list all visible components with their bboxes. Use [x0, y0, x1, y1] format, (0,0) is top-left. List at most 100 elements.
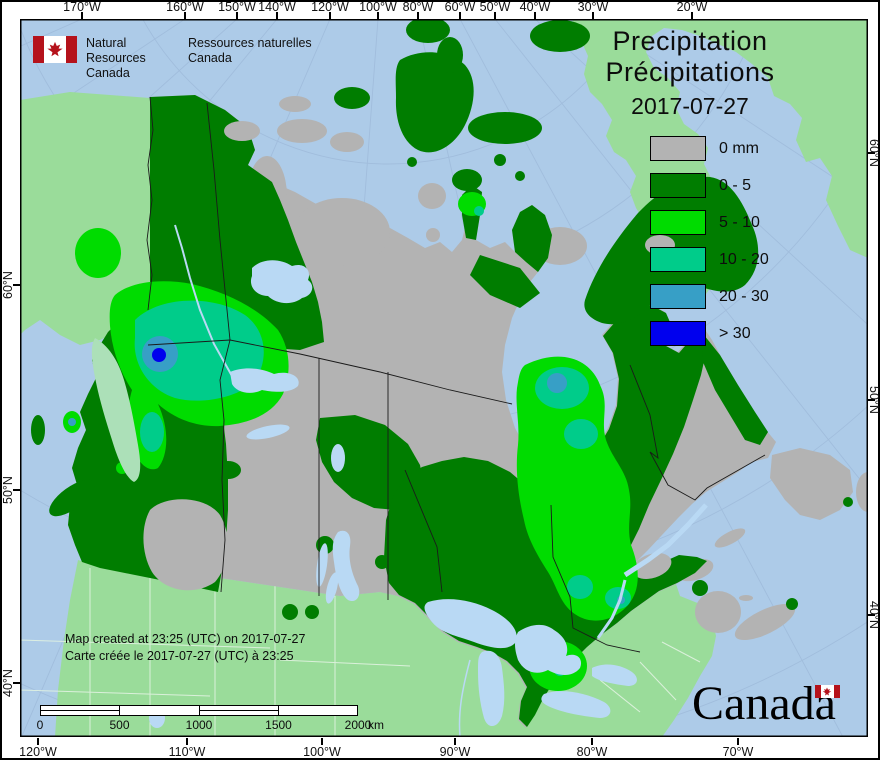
precip-manitoba: [316, 415, 424, 510]
region-alaska: [20, 92, 150, 345]
right-axis-label: 50°N: [867, 386, 880, 414]
canada-flag-icon: [33, 36, 77, 63]
tick-mark: [417, 12, 419, 19]
island-parry-1: [277, 119, 327, 143]
legend-label: 0 mm: [719, 139, 759, 157]
top-axis-label: 150°W: [218, 0, 256, 14]
tick-mark: [737, 738, 739, 745]
region-greenland: [572, 19, 868, 300]
spring-hudson-b: [564, 419, 598, 449]
logo-text-en: Natural Resources Canada: [86, 36, 178, 81]
spring-baffin-dot: [474, 206, 484, 216]
tick-mark: [329, 12, 331, 19]
tick-mark: [236, 12, 238, 19]
right-axis-label: 40°N: [867, 601, 880, 629]
top-axis-label: 80°W: [402, 0, 434, 14]
bottom-axis-label: 100°W: [303, 745, 341, 759]
logo-fr-line1: Ressources naturelles: [188, 36, 312, 50]
lake-reindeer: [331, 444, 345, 472]
island-axel: [437, 37, 463, 73]
title-en: Precipitation: [612, 26, 768, 56]
lake-huron: [515, 624, 582, 675]
island-newfoundland: [770, 448, 853, 520]
wordmark-flag-icon: [814, 685, 840, 698]
island-anticosti: [714, 528, 746, 548]
precip-keewatin: [470, 255, 540, 308]
island-green-3: [530, 20, 590, 52]
creation-note: Map created at 23:25 (UTC) on 2017-07-27…: [65, 631, 305, 665]
region-melville-pen: [512, 205, 552, 272]
wordmark-text: Canada: [692, 677, 836, 730]
scale-segment: [199, 706, 279, 715]
flag-left-bar: [33, 36, 44, 63]
scale-segment: [279, 706, 357, 715]
lake-superior: [424, 599, 517, 649]
precip-30-regions: [152, 348, 166, 362]
tick-mark: [591, 738, 593, 745]
spring-hudson-c: [567, 575, 593, 599]
legend: 0 mm 0 - 5 5 - 10 10 - 20 20 - 30 > 30: [650, 136, 769, 358]
lake-erie: [541, 691, 611, 718]
legend-swatch: [650, 210, 706, 235]
island-somerset: [452, 169, 482, 191]
river-mississippi: [458, 659, 471, 737]
lake-winnipeg: [332, 530, 360, 602]
tick-mark: [37, 738, 39, 745]
lake-ontario: [592, 664, 637, 686]
island-right-edge: [856, 472, 868, 512]
island-prince-of-wales: [418, 183, 446, 209]
scale-tick-label: 0: [36, 718, 44, 732]
top-axis-label: 160°W: [166, 0, 204, 14]
canada-wordmark: Canada: [692, 677, 840, 730]
bottom-axis-label: 90°W: [439, 745, 471, 759]
island-prince-patrick: [279, 96, 311, 112]
tick-mark: [691, 12, 693, 19]
cell-hudson-quebec: [516, 356, 638, 621]
arctic-dot-3: [407, 157, 417, 167]
precip-cape-breton-dot: [786, 598, 798, 610]
gray-bc-inner: [143, 499, 228, 591]
island-devon: [468, 112, 542, 144]
island-vancouver: [49, 479, 95, 517]
top-axis-label: 120°W: [311, 0, 349, 14]
tick-mark: [13, 284, 20, 286]
island-victoria: [294, 198, 390, 266]
lake-manitoba: [325, 572, 339, 604]
scale-segment: [120, 706, 200, 715]
title-date: 2017-07-27: [631, 93, 749, 119]
legend-swatch: [650, 136, 706, 161]
precip-labrador-fringe: [700, 330, 768, 445]
logo-text-fr: Ressources naturelles Canada: [188, 36, 318, 66]
spring-nwt-lobe: [140, 412, 164, 452]
border-on-qc: [550, 504, 641, 653]
border-qc-nl: [629, 364, 766, 501]
teal-bc: [68, 418, 76, 426]
arctic-dot-2: [515, 171, 525, 181]
river-mackenzie: [174, 224, 233, 377]
bottom-axis-label: 110°W: [168, 745, 206, 759]
region-alaska-panhandle: [91, 338, 141, 482]
bottom-axis-label: 80°W: [576, 745, 608, 759]
flag-center: [44, 36, 66, 63]
tick-mark: [868, 399, 875, 401]
legend-label: > 30: [719, 324, 751, 342]
logo-en-line1: Natural Resources: [86, 36, 146, 65]
legend-row: 0 mm: [650, 136, 769, 161]
right-axis-label: 60°N: [867, 139, 880, 167]
title-fr: Précipitations: [605, 57, 775, 87]
legend-swatch: [650, 247, 706, 272]
tick-mark: [459, 12, 461, 19]
legend-label: 5 - 10: [719, 213, 760, 231]
lake-great-bear: [250, 260, 313, 304]
flag-right-bar: [66, 36, 77, 63]
legend-row: 0 - 5: [650, 173, 769, 198]
scale-unit: km: [368, 718, 384, 732]
tick-mark: [276, 12, 278, 19]
lake-great-slave: [230, 368, 299, 393]
top-axis-label: 20°W: [676, 0, 708, 14]
island-ellesmere: [395, 52, 474, 153]
river-st-lawrence-upper: [596, 579, 627, 639]
legend-row: 5 - 10: [650, 210, 769, 235]
island-pei: [739, 595, 753, 601]
